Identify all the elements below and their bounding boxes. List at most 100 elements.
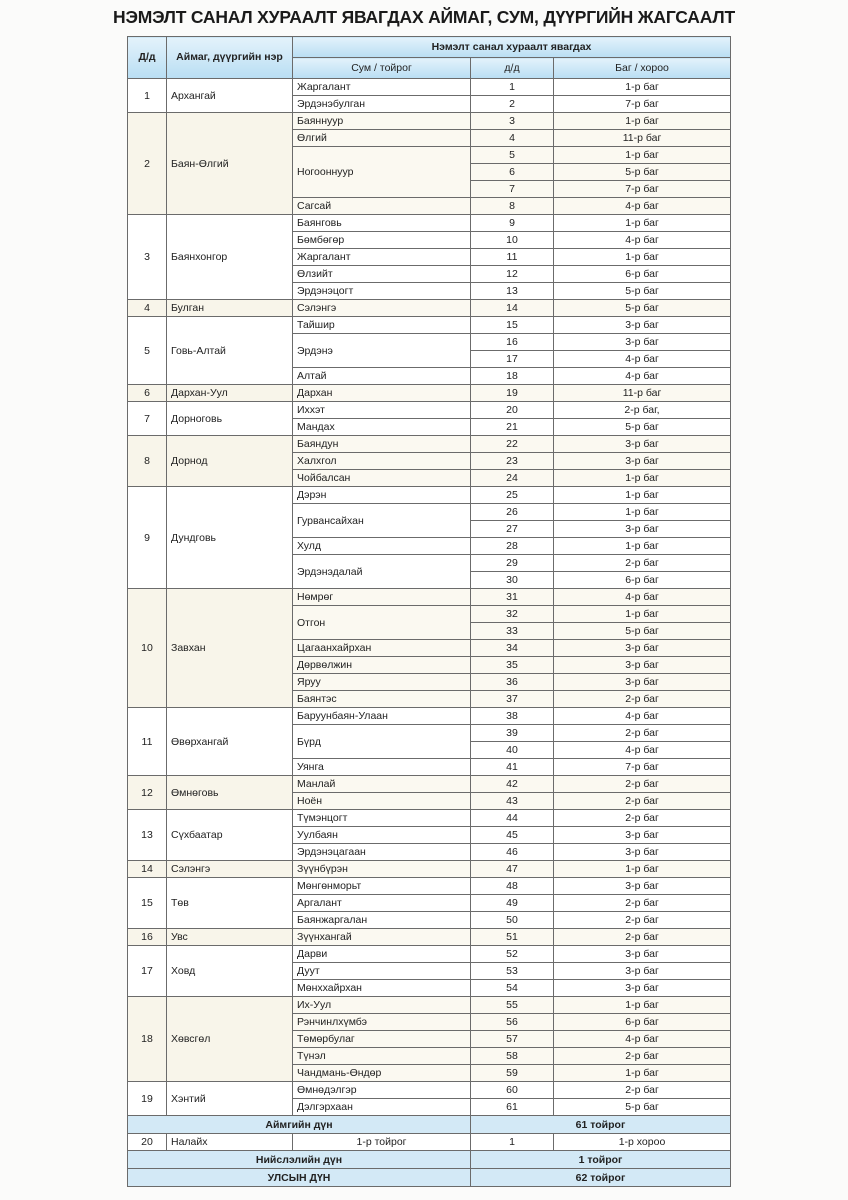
table-row: Жаргалант 11 1-р баг <box>128 248 732 266</box>
table-row: Эрдэнэцагаан 46 3-р баг <box>128 843 732 861</box>
district-number: 36 <box>470 673 554 691</box>
district-number: 17 <box>470 350 554 368</box>
district-number: 47 <box>470 860 554 878</box>
aimag-number: 15 <box>127 877 167 929</box>
aimag-number: 18 <box>127 996 167 1082</box>
aimag-number: 11 <box>127 707 167 776</box>
table-row: 16 Увс Зүүнхангай 51 2-р баг <box>127 928 732 946</box>
bag-name: 5-р баг <box>552 299 732 317</box>
table-row: 17 Ховд Дарви 52 3-р баг <box>127 945 732 997</box>
district-number: 4 <box>470 129 554 147</box>
table-row: 3 Баянхонгор Баянговь 9 1-р баг <box>127 214 732 300</box>
soum-name: Тайшир <box>292 316 471 334</box>
bag-name: 11-р баг <box>552 129 732 147</box>
aimag-name: Өвөрхангай <box>166 707 293 776</box>
table-row: Цагаанхайрхан 34 3-р баг <box>128 639 732 657</box>
soum-name: Ноён <box>292 792 471 810</box>
soum-name: Аргалант <box>292 894 471 912</box>
header-group: Нэмэлт санал хураалт явагдах <box>291 36 732 58</box>
district-number: 25 <box>470 486 554 504</box>
district-number: 42 <box>470 775 554 793</box>
soum-name: Чандмань-Өндөр <box>292 1064 471 1082</box>
district-number: 50 <box>470 911 554 929</box>
header-aimag: Аймаг, дүүргийн нэр <box>166 36 293 79</box>
district-table: Д/д Аймаг, дүүргийн нэр Нэмэлт санал хур… <box>127 36 732 1187</box>
soum-name: Халхгол <box>292 452 471 470</box>
aimag-number: 1 <box>127 78 167 113</box>
aimag-name: Дорноговь <box>166 401 293 436</box>
national-total-label: УЛСЫН ДҮН <box>127 1168 471 1187</box>
bag-name: 1-р баг <box>552 78 732 96</box>
district-number: 18 <box>470 367 554 385</box>
soum-name: Зүүнхангай <box>292 928 471 946</box>
bag-name: 5-р баг <box>552 1098 732 1116</box>
table-row: 7 Дорноговь Иххэт 20 2-р баг, <box>127 401 732 436</box>
table-row: Дуут 53 3-р баг <box>128 962 732 980</box>
bag-name: 3-р баг <box>552 656 732 674</box>
district-number: 60 <box>470 1081 554 1099</box>
table-row: 27 3-р баг <box>128 520 732 538</box>
district-number: 7 <box>470 180 554 198</box>
soum-name: Чойбалсан <box>292 469 471 487</box>
soum-name: Нөмрөг <box>292 588 471 606</box>
soum-name: Дэлгэрхаан <box>292 1098 471 1116</box>
table-row: 4 Булган Сэлэнгэ 14 5-р баг <box>127 299 732 317</box>
national-total-row: УЛСЫН ДҮН 62 тойрог <box>127 1168 732 1187</box>
district-number: 15 <box>470 316 554 334</box>
soum-name: Дэрэн <box>292 486 471 504</box>
table-row: Отгон 32 1-р баг <box>128 605 732 640</box>
aimag-number: 14 <box>127 860 167 878</box>
district-number: 11 <box>470 248 554 266</box>
bag-name: 4-р баг <box>552 707 732 725</box>
capital-total-label: Нийслэлийн дүн <box>127 1150 471 1169</box>
bag-name: 5-р баг <box>552 282 732 300</box>
district-number: 56 <box>470 1013 554 1031</box>
district-number: 5 <box>470 146 554 164</box>
capital-soum: 1-р тойрог <box>292 1133 471 1151</box>
table-row: 15 Төв Мөнгөнморьт 48 3-р баг <box>127 877 732 929</box>
district-number: 57 <box>470 1030 554 1048</box>
district-number: 28 <box>470 537 554 555</box>
district-number: 44 <box>470 809 554 827</box>
table-row: 11 Өвөрхангай Баруунбаян-Улаан 38 4-р баг <box>127 707 732 776</box>
table-row: 12 Өмнөговь Манлай 42 2-р баг <box>127 775 732 810</box>
soum-name: Жаргалант <box>292 248 471 266</box>
soum-name: Өлгий <box>292 129 471 147</box>
district-number: 31 <box>470 588 554 606</box>
district-number: 49 <box>470 894 554 912</box>
district-number: 32 <box>470 605 554 623</box>
bag-name: 3-р баг <box>552 435 732 453</box>
soum-name: Уянга <box>292 758 471 776</box>
district-number: 20 <box>470 401 554 419</box>
district-number: 58 <box>470 1047 554 1065</box>
header-bag: Баг / хороо <box>552 57 732 79</box>
aimag-name: Говь-Алтай <box>166 316 293 385</box>
table-row: 17 4-р баг <box>128 350 732 368</box>
soum-name: Дарви <box>292 945 471 963</box>
bag-name: 4-р баг <box>552 1030 732 1048</box>
bag-name: 6-р баг <box>552 1013 732 1031</box>
header-dd: д/д <box>470 57 554 79</box>
table-row: Дөрвөлжин 35 3-р баг <box>128 656 732 674</box>
table-row: Уянга 41 7-р баг <box>128 758 732 776</box>
district-number: 34 <box>470 639 554 657</box>
soum-name: Баяндун <box>292 435 471 453</box>
bag-name: 2-р баг <box>552 690 732 708</box>
soum-name: Алтай <box>292 367 471 385</box>
soum-name: Рэнчинлхүмбэ <box>292 1013 471 1031</box>
district-number: 29 <box>470 554 554 572</box>
aimag-name: Дорнод <box>166 435 293 487</box>
district-number: 6 <box>470 163 554 181</box>
district-number: 23 <box>470 452 554 470</box>
district-number: 48 <box>470 877 554 895</box>
district-number: 61 <box>470 1098 554 1116</box>
aimag-number: 13 <box>127 809 167 861</box>
district-number: 8 <box>470 197 554 215</box>
bag-name: 7-р баг <box>552 95 732 113</box>
aimag-number: 2 <box>127 112 167 215</box>
capital-no: 20 <box>127 1133 167 1151</box>
soum-name: Эрдэнэцагаан <box>292 843 471 861</box>
aimag-name: Увс <box>166 928 293 946</box>
aimag-number: 19 <box>127 1081 167 1116</box>
bag-name: 1-р баг <box>552 1064 732 1082</box>
